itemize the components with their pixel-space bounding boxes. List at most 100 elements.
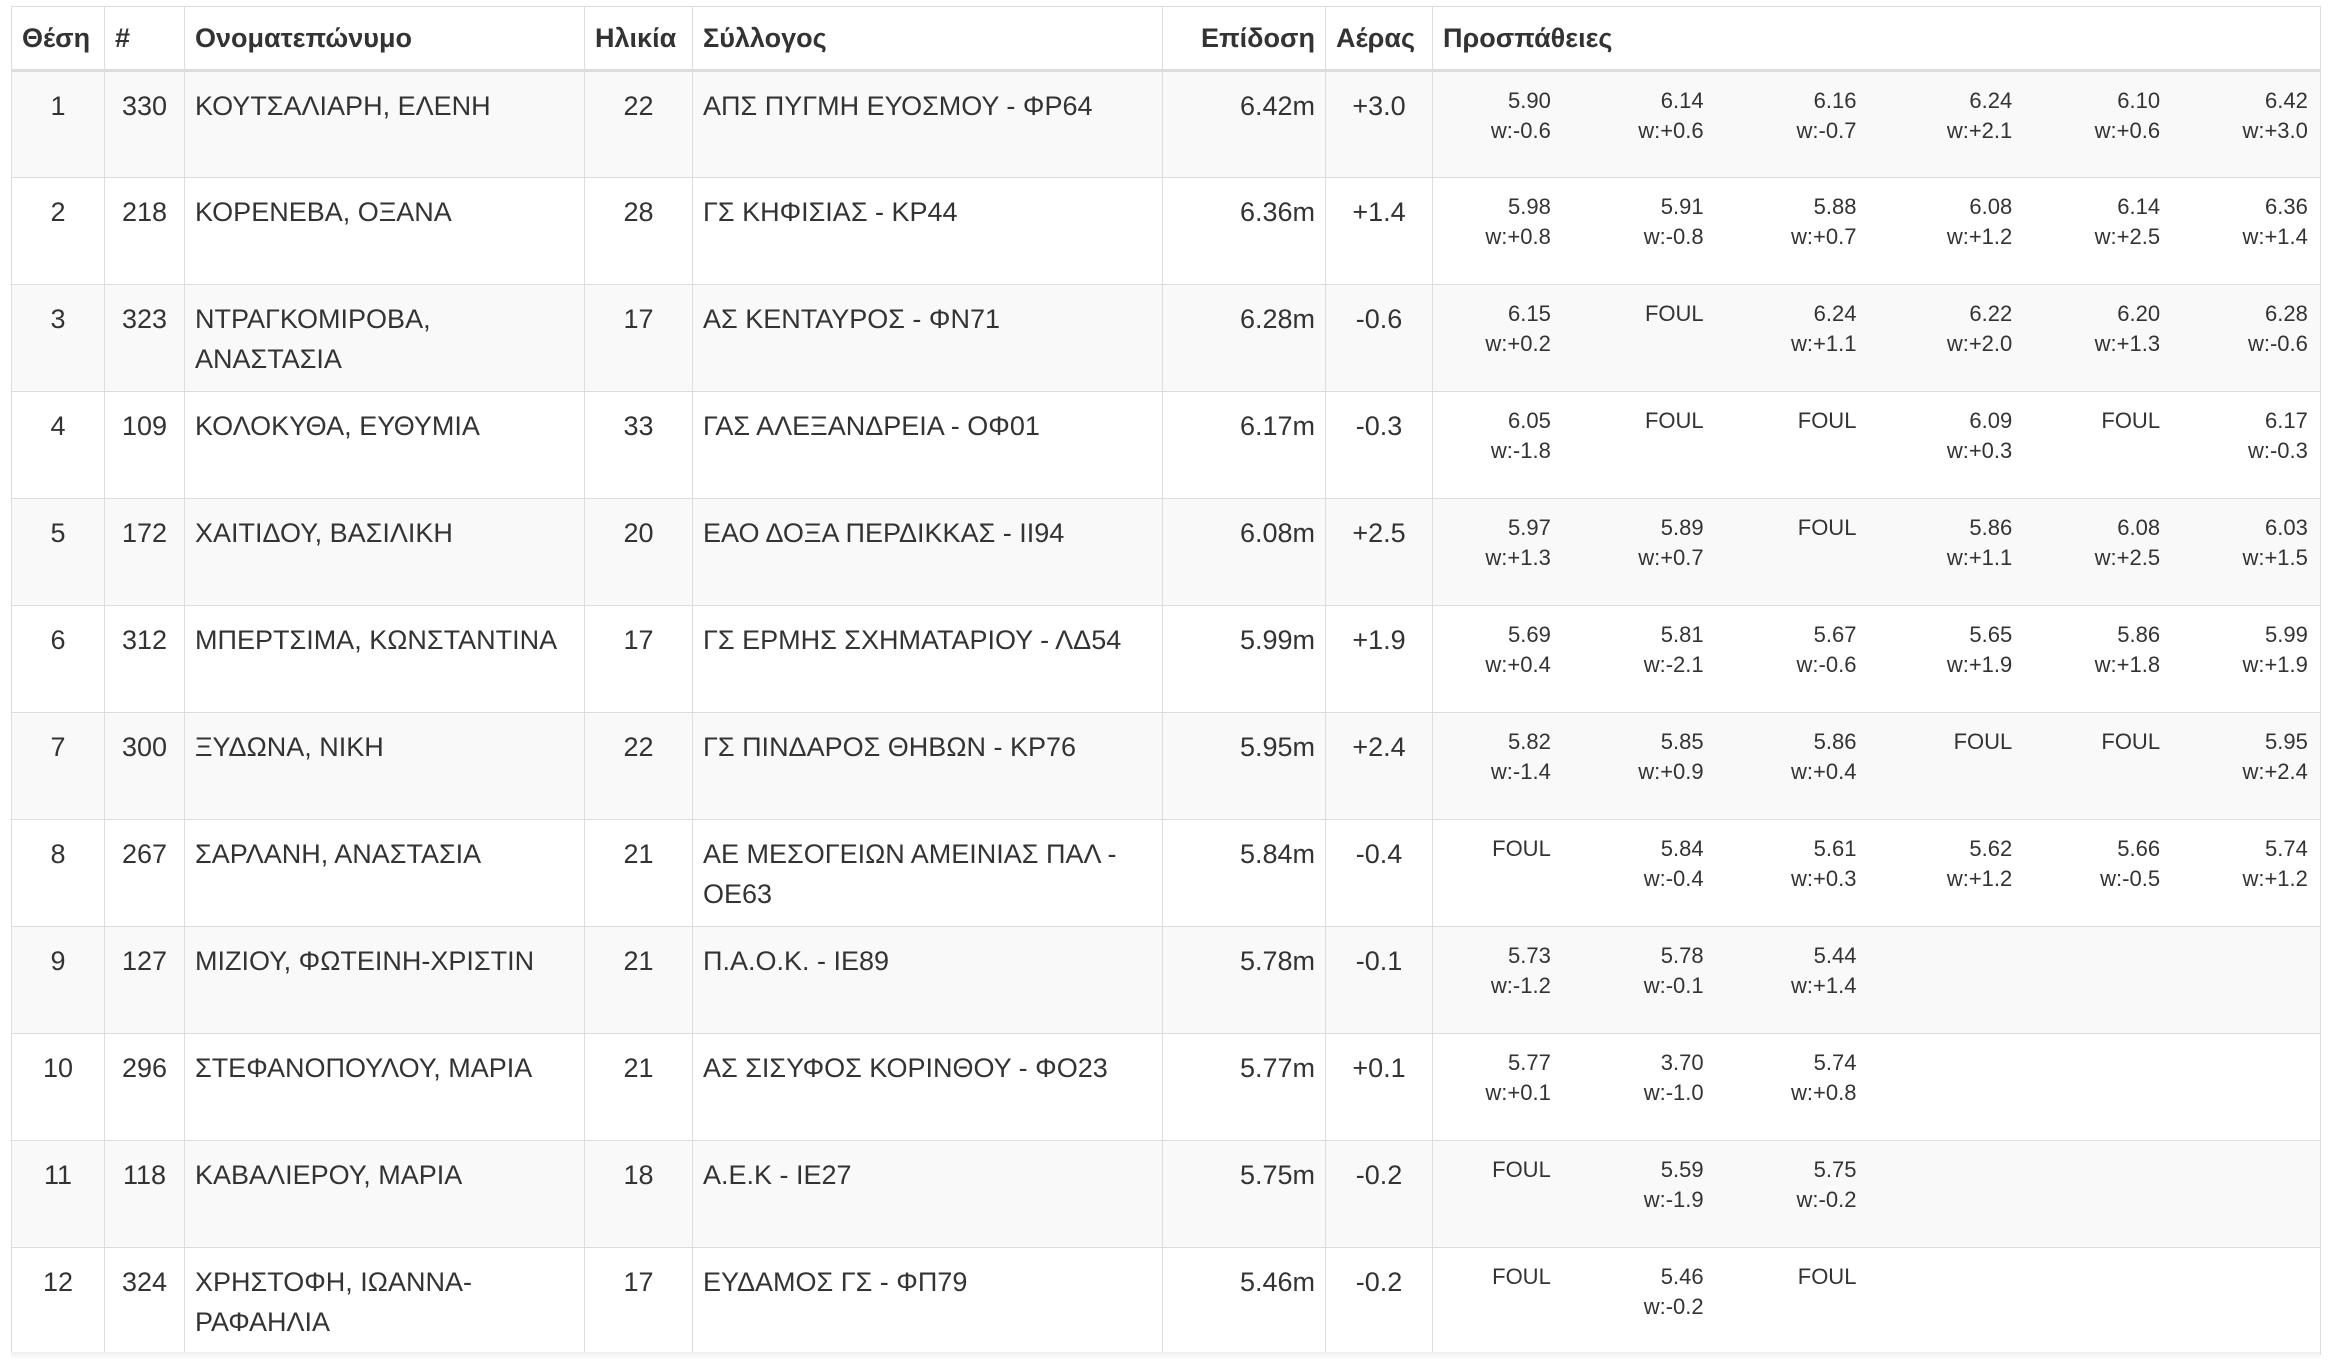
attempt-wind: w:-0.6 — [1490, 118, 1551, 143]
attempt-item: 5.67 w:-0.6 — [1729, 620, 1877, 680]
attempt-wind: w:-0.7 — [1796, 118, 1857, 143]
header-bib[interactable]: # — [104, 6, 185, 72]
club-cell: ΑΕ ΜΕΣΟΓΕΙΩΝ ΑΜΕΙΝΙΑΣ ΠΑΛ - ΟΕ63 — [692, 819, 1163, 927]
place-cell: 7 — [11, 712, 105, 820]
bib-cell: 267 — [104, 819, 185, 927]
place-cell: 9 — [11, 926, 105, 1034]
attempts-cell: 6.05 w:-1.8 FOUL FOUL 6.09 w:+0.3 FOUL 6.17 w:-0… — [1432, 391, 2321, 499]
attempt-wind: w:+1.4 — [1791, 973, 1857, 998]
club-cell: ΑΠΣ ΠΥΓΜΗ ΕΥΟΣΜΟΥ - ΦΡ64 — [692, 70, 1163, 178]
age-cell: 22 — [584, 70, 693, 178]
attempts-list: FOUL 5.59 w:-1.9 5.75 w:-0.2 — [1433, 1155, 2320, 1215]
attempt-mark: 5.84 — [1660, 836, 1704, 861]
mark-cell: 6.17m — [1162, 391, 1326, 499]
header-place[interactable]: Θέση — [11, 6, 105, 72]
attempts-list: 5.82 w:-1.4 5.85 w:+0.9 5.86 w:+0.4 FOUL FOUL 5.… — [1433, 727, 2320, 787]
attempt-wind: w:+0.9 — [1638, 759, 1704, 784]
attempt-wind: w:-1.4 — [1490, 759, 1551, 784]
attempt-wind: w:+2.5 — [2094, 224, 2161, 249]
attempt-item: 5.61 w:+0.3 — [1729, 834, 1877, 894]
mark-cell: 6.08m — [1162, 498, 1326, 606]
table-row: 6 312 ΜΠΕΡΤΣΙΜΑ, ΚΩΝΣΤΑΝΤΙΝΑ 17 ΓΣ ΕΡΜΗΣ ΣΧΗ… — [11, 605, 2321, 713]
attempt-wind: w:+1.9 — [2242, 652, 2308, 677]
attempt-wind: w:-0.1 — [1643, 973, 1704, 998]
attempt-item: 6.16 w:-0.7 — [1729, 86, 1877, 146]
table-bottom-shadow — [11, 1352, 2320, 1360]
age-cell: 33 — [584, 391, 693, 499]
table-row: 12 324 ΧΡΗΣΤΟΦΗ, ΙΩΑΝΝΑ-ΡΑΦΑΗΛΙΑ 17 ΕΥΔΑΜΟΣ … — [11, 1247, 2321, 1355]
athlete-name-cell: ΚΟΛΟΚΥΘΑ, ΕΥΘΥΜΙΑ — [184, 391, 585, 499]
attempt-item: FOUL — [1581, 299, 1729, 359]
attempt-item: 5.78 w:-0.1 — [1581, 941, 1729, 1001]
attempt-wind: w:-0.2 — [1643, 1294, 1704, 1319]
attempt-mark: 6.28 — [2265, 301, 2308, 326]
header-name[interactable]: Ονοματεπώνυμο — [184, 6, 585, 72]
place-cell: 5 — [11, 498, 105, 606]
attempt-mark: 6.16 — [1813, 88, 1857, 113]
attempt-item: 5.73 w:-1.2 — [1433, 941, 1581, 1001]
attempt-item: FOUL — [1876, 727, 2024, 787]
wind-cell: +1.9 — [1325, 605, 1433, 713]
attempt-item: FOUL — [1433, 1155, 1581, 1215]
club-cell: ΓΣ ΠΙΝΔΑΡΟΣ ΘΗΒΩΝ - ΚΡ76 — [692, 712, 1163, 820]
attempt-wind: w:-1.2 — [1490, 973, 1551, 998]
attempt-item: 5.66 w:-0.5 — [2024, 834, 2172, 894]
attempt-mark: 6.03 — [2265, 515, 2308, 540]
attempt-item: 6.14 w:+2.5 — [2024, 192, 2172, 252]
mark-cell: 5.77m — [1162, 1033, 1326, 1141]
header-wind[interactable]: Αέρας — [1325, 6, 1433, 72]
athlete-name-cell: ΚΟΡΕΝΕΒΑ, ΟΞΑΝΑ — [184, 177, 585, 285]
attempt-wind: w:-0.5 — [2100, 866, 2161, 891]
athlete-name-cell: ΜΙΖΙΟΥ, ΦΩΤΕΙΝΗ-ΧΡΙΣΤΙΝ — [184, 926, 585, 1034]
attempt-item: 5.62 w:+1.2 — [1876, 834, 2024, 894]
attempt-item: 6.10 w:+0.6 — [2024, 86, 2172, 146]
attempt-item: 5.84 w:-0.4 — [1581, 834, 1729, 894]
attempt-mark: 3.70 — [1660, 1050, 1704, 1075]
mark-cell: 5.78m — [1162, 926, 1326, 1034]
header-attempts[interactable]: Προσπάθειες — [1432, 6, 2321, 72]
attempt-item: 6.08 w:+1.2 — [1876, 192, 2024, 252]
attempt-mark: FOUL — [1797, 515, 1857, 540]
club-cell: ΓΣ ΚΗΦΙΣΙΑΣ - ΚΡ44 — [692, 177, 1163, 285]
attempt-item: FOUL — [2024, 727, 2172, 787]
attempt-item: 5.85 w:+0.9 — [1581, 727, 1729, 787]
bib-cell: 296 — [104, 1033, 185, 1141]
attempt-item: 6.36 w:+1.4 — [2172, 192, 2320, 252]
attempt-wind: w:+0.7 — [1638, 545, 1704, 570]
table-row: 5 172 ΧΑΙΤΙΔΟΥ, ΒΑΣΙΛΙΚΗ 20 ΕΑΟ ΔΟΞΑ ΠΕΡΔΙΚΚ… — [11, 498, 2321, 606]
attempt-wind: w:+1.1 — [1946, 545, 2013, 570]
place-cell: 4 — [11, 391, 105, 499]
attempt-wind: w:+0.8 — [1485, 224, 1551, 249]
header-mark[interactable]: Επίδοση — [1162, 6, 1326, 72]
table-row: 4 109 ΚΟΛΟΚΥΘΑ, ΕΥΘΥΜΙΑ 33 ΓΑΣ ΑΛΕΞΑΝΔΡΕΙΑ -… — [11, 391, 2321, 499]
attempt-item: FOUL — [1433, 834, 1581, 894]
mark-cell: 5.95m — [1162, 712, 1326, 820]
bib-cell: 323 — [104, 284, 185, 392]
attempt-wind: w:+0.3 — [1946, 438, 2013, 463]
wind-cell: -0.3 — [1325, 391, 1433, 499]
attempt-mark: FOUL — [1492, 1264, 1551, 1289]
header-club[interactable]: Σύλλογος — [692, 6, 1163, 72]
mark-cell: 6.28m — [1162, 284, 1326, 392]
header-age[interactable]: Ηλικία — [584, 6, 693, 72]
place-cell: 11 — [11, 1140, 105, 1248]
attempt-mark: 5.44 — [1813, 943, 1857, 968]
attempt-wind: w:+1.2 — [1946, 866, 2013, 891]
attempt-mark: 5.74 — [1813, 1050, 1857, 1075]
wind-cell: +3.0 — [1325, 70, 1433, 178]
table-row: 11 118 ΚΑΒΑΛΙΕΡΟΥ, ΜΑΡΙΑ 18 Α.Ε.Κ - ΙΕ27 5.75… — [11, 1140, 2321, 1248]
mark-cell: 6.42m — [1162, 70, 1326, 178]
attempt-mark: 5.77 — [1507, 1050, 1551, 1075]
attempt-wind: w:+2.0 — [1946, 331, 2013, 356]
mark-cell: 5.75m — [1162, 1140, 1326, 1248]
attempt-item: 5.86 w:+1.1 — [1876, 513, 2024, 573]
attempt-item: 6.28 w:-0.6 — [2172, 299, 2320, 359]
age-cell: 17 — [584, 284, 693, 392]
place-cell: 6 — [11, 605, 105, 713]
bib-cell: 109 — [104, 391, 185, 499]
place-cell: 10 — [11, 1033, 105, 1141]
attempt-mark: 5.85 — [1660, 729, 1704, 754]
attempt-mark: 5.73 — [1507, 943, 1551, 968]
attempts-list: FOUL 5.84 w:-0.4 5.61 w:+0.3 5.62 w:+1.2 5.66 w:… — [1433, 834, 2320, 894]
athlete-name-cell: ΣΑΡΛΑΝΗ, ΑΝΑΣΤΑΣΙΑ — [184, 819, 585, 927]
